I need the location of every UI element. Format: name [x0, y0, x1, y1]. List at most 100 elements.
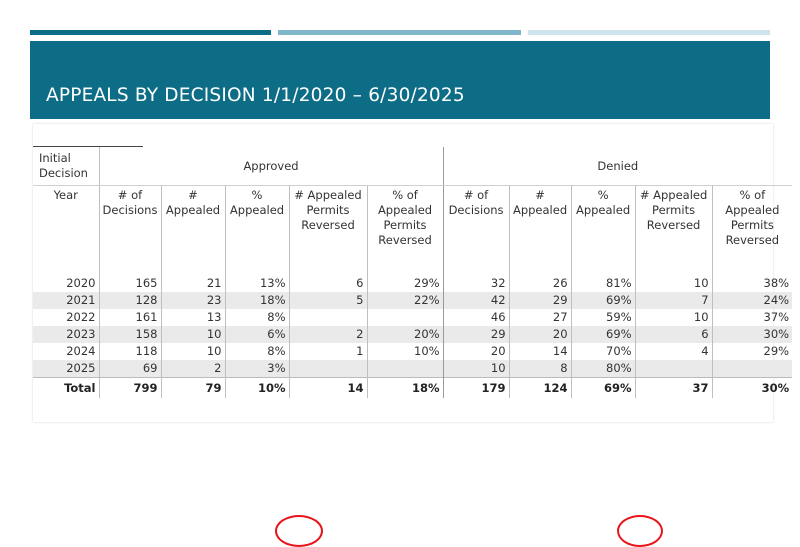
- table-tag-line: [33, 146, 143, 147]
- row-label: Total: [33, 377, 100, 398]
- table-cell: 26: [509, 275, 572, 292]
- table-cell: 69%: [571, 377, 636, 398]
- table-cell: 13: [161, 309, 226, 326]
- table-cell: 22%: [367, 292, 444, 309]
- row-label: 2025: [33, 360, 100, 378]
- table-cell: 7: [635, 292, 713, 309]
- table-cell: 10: [635, 309, 713, 326]
- year-header: Year: [33, 185, 100, 275]
- slide-title: APPEALS BY DECISION 1/1/2020 – 6/30/2025: [46, 85, 465, 106]
- column-header: # Appealed: [161, 185, 226, 275]
- table-cell: 27: [509, 309, 572, 326]
- table-cell: 37%: [763, 310, 790, 324]
- column-header: % Appealed: [571, 185, 636, 275]
- highlight-circle-denied: [617, 515, 663, 547]
- group-header-denied: Denied: [443, 147, 793, 186]
- table-cell: [367, 309, 444, 326]
- row-label: 2024: [33, 343, 100, 360]
- table-cell: 4: [635, 343, 713, 360]
- table-cell: 29: [443, 326, 510, 343]
- table-cell: 18%: [367, 377, 444, 398]
- table-cell: 59%: [571, 309, 636, 326]
- table-cell: 10: [635, 275, 713, 292]
- table-cell: [367, 360, 444, 378]
- table-cell: 29%: [763, 344, 790, 358]
- corner-label: Initial Decision: [33, 147, 100, 186]
- table-cell: 179: [443, 377, 510, 398]
- table-cell: 158: [99, 326, 162, 343]
- column-header-row: Year # of Decisions # Appealed% Appealed #…: [33, 185, 792, 275]
- table-cell: 14: [509, 343, 572, 360]
- table-cell: [635, 360, 713, 378]
- table-cell: 1: [289, 343, 368, 360]
- table-cell: 8%: [225, 309, 290, 326]
- table-cell: 24%: [712, 292, 793, 309]
- table-cell: [289, 360, 368, 378]
- row-label: 2023: [33, 326, 100, 343]
- highlight-circle-approved: [275, 515, 323, 547]
- column-header: # Appealed: [509, 185, 572, 275]
- table-row: 2024 118 10 8% 1 10% 20 14 70% 4 29%: [33, 343, 792, 360]
- appeals-table: Initial Decision Approved Denied Year # …: [33, 147, 793, 398]
- table-cell: 118: [99, 343, 162, 360]
- table-cell: 18%: [225, 292, 290, 309]
- column-header: % Appealed: [225, 185, 290, 275]
- table-cell: 10%: [367, 343, 444, 360]
- table-cell: 42: [443, 292, 510, 309]
- row-label: 2021: [33, 292, 100, 309]
- accent-bar-2: [278, 30, 521, 35]
- table-cell: 6: [289, 275, 368, 292]
- row-label: 2020: [33, 275, 100, 292]
- accent-bar-1: [30, 30, 271, 35]
- table-cell: 6: [635, 326, 713, 343]
- column-header: # Appealed Permits Reversed: [635, 185, 713, 275]
- table-row: 2022 161 13 8% 46 27 59% 10 37%: [33, 309, 792, 326]
- table-cell: 2: [289, 326, 368, 343]
- table-cell: [289, 309, 368, 326]
- table-cell: 3%: [225, 360, 290, 378]
- table-cell: 80%: [571, 360, 636, 378]
- table-cell: 8%: [225, 343, 290, 360]
- table-cell: 30%: [712, 377, 793, 398]
- table-cell: 69%: [571, 292, 636, 309]
- table-cell: 20%: [367, 326, 444, 343]
- group-header-approved: Approved: [99, 147, 444, 186]
- table-cell: 6%: [225, 326, 290, 343]
- column-header: % of Appealed Permits Reversed: [367, 185, 444, 275]
- table-cell: 29%: [367, 275, 444, 292]
- table-cell: 32: [443, 275, 510, 292]
- table-cell: 8: [509, 360, 572, 378]
- accent-bar-3: [528, 30, 770, 35]
- table-cell: [712, 360, 793, 378]
- table-cell: 20: [509, 326, 572, 343]
- table-cell: 46: [443, 309, 510, 326]
- table-cell: 10%: [225, 377, 290, 398]
- title-banner: APPEALS BY DECISION 1/1/2020 – 6/30/2025: [30, 41, 770, 119]
- table-cell: 10: [161, 326, 226, 343]
- table-container: Initial Decision Approved Denied Year # …: [33, 124, 793, 547]
- table-cell: 14: [289, 377, 368, 398]
- table-cell: 165: [99, 275, 162, 292]
- table-row: 2025 69 2 3% 10 8 80%: [33, 360, 793, 378]
- table-cell: 128: [99, 292, 162, 309]
- column-header: # Appealed Permits Reversed: [289, 185, 368, 275]
- row-label: 2022: [33, 309, 100, 326]
- table-cell: 20: [443, 343, 510, 360]
- table-cell: 30%: [712, 326, 793, 343]
- table-cell: 10: [443, 360, 510, 378]
- table-cell: 37: [635, 377, 713, 398]
- table-cell: 29: [509, 292, 572, 309]
- table-cell: 21: [161, 275, 226, 292]
- column-header: % of Appealed Permits Reversed: [725, 188, 780, 247]
- table-row: 2020 165 21 13% 6 29% 32 26 81% 10 38%: [33, 275, 792, 292]
- table-cell: 69: [99, 360, 162, 378]
- table-cell: 5: [289, 292, 368, 309]
- table-cell: 79: [161, 377, 226, 398]
- table-cell: 13%: [225, 275, 290, 292]
- table-cell: 10: [161, 343, 226, 360]
- table-cell: 23: [161, 292, 226, 309]
- table-cell: 69%: [571, 326, 636, 343]
- group-header-row: Initial Decision Approved Denied: [33, 147, 793, 186]
- table-cell: 81%: [571, 275, 636, 292]
- table-row: 2023 158 10 6% 2 20% 29 20 69% 6 30%: [33, 326, 793, 343]
